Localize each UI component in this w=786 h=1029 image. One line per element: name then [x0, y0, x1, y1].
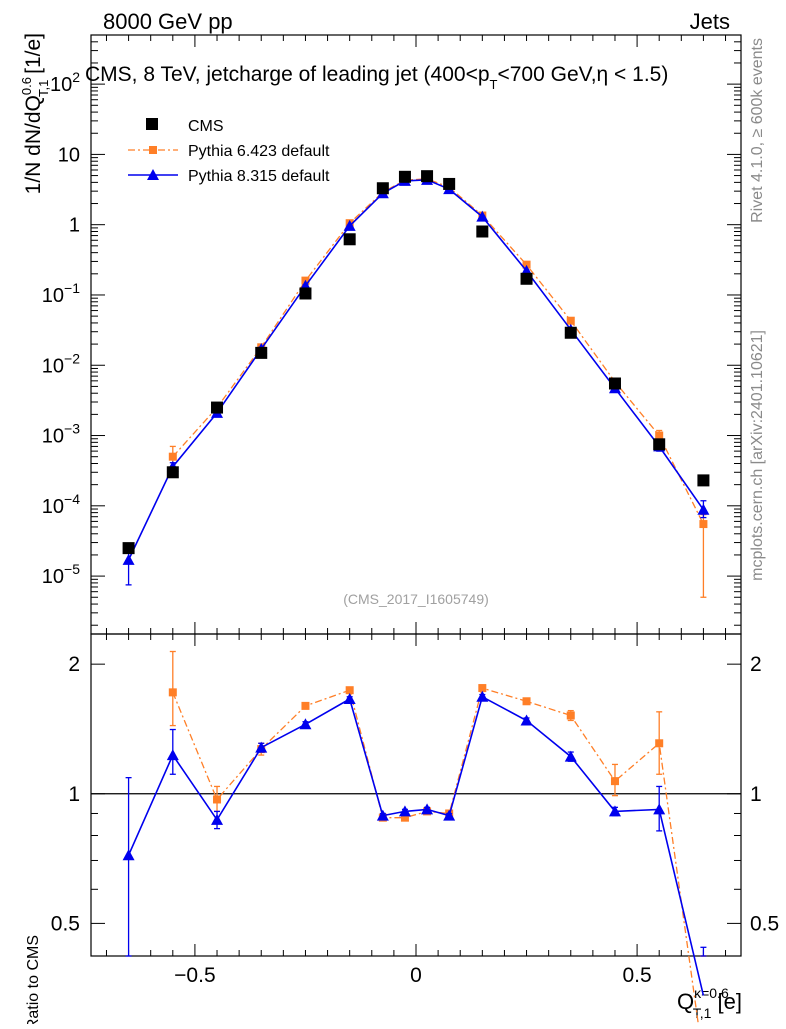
main-point-cms [443, 177, 456, 190]
main-point-pythia-6-423-default [655, 431, 664, 440]
main-point-pythia-8-315-default [697, 503, 710, 515]
main-point-cms [653, 438, 666, 451]
ratio-y-tick-label-left: 1 [68, 783, 80, 806]
main-point-pythia-6-423-default [522, 260, 531, 269]
main-point-cms [343, 233, 356, 246]
ratio-point-pythia-8-315-default [398, 805, 411, 817]
ratio-point-pythia-8-315-default [443, 809, 456, 821]
y-tick-label: 10−4 [42, 491, 80, 518]
ratio-point-pythia-8-315-default [608, 805, 621, 817]
main-line-pythia-8-315-default [127, 178, 705, 561]
y-tick-label: 10 [58, 144, 80, 166]
main-point-cms [697, 474, 710, 487]
ratio-point-pythia-8-315-default [255, 741, 268, 753]
ratio-y-tick-label-left: 2 [68, 653, 80, 676]
legend-label-pythia8: Pythia 8.315 default [188, 168, 330, 185]
ratio-point-pythia-8-315-default [376, 809, 389, 821]
main-point-cms [122, 542, 135, 555]
ratio-y-tick-label-left: 0.5 [51, 912, 80, 935]
ratio-point-pythia-6-423-default [301, 701, 310, 710]
y-tick-label: 10−3 [42, 421, 80, 448]
ratio-line-pythia-8-315-default [127, 695, 705, 996]
mcplots-label: mcplots.cern.ch [arXiv:2401.10621] [749, 330, 766, 581]
main-axis-ticks: 102 10 1 10−1 10−2 10−3 10−4 10−5 [42, 34, 741, 634]
main-point-cms [476, 225, 489, 238]
main-point-cms [608, 377, 621, 390]
ratio-point-pythia-8-315-default [476, 690, 489, 702]
main-data-series [122, 170, 710, 598]
main-point-pythia-8-315-default [476, 210, 489, 222]
y-tick-label: 10−1 [42, 280, 80, 307]
main-point-pythia-6-423-default [566, 316, 575, 325]
main-point-pythia-8-315-default [343, 219, 356, 231]
ratio-point-pythia-6-423-default [478, 684, 487, 693]
ratio-y-axis-label: Ratio to CMS [25, 935, 42, 1024]
header-right: Jets [690, 9, 730, 34]
ratio-point-pythia-8-315-default [564, 750, 577, 762]
x-tick-label: −0.5 [174, 964, 215, 987]
legend-marker-pythia6 [149, 146, 157, 154]
ratio-point-pythia-8-315-default [299, 718, 312, 730]
analysis-watermark: (CMS_2017_I1605749) [343, 591, 489, 607]
ratio-point-pythia-8-315-default [122, 849, 135, 861]
main-point-cms [299, 287, 312, 300]
main-point-cms [421, 170, 434, 183]
main-point-cms [376, 182, 389, 195]
ratio-y-tick-label-right: 1 [750, 783, 762, 806]
y-tick-label: 10−5 [42, 561, 80, 588]
ratio-point-pythia-8-315-default [211, 813, 224, 825]
y-tick-label: 102 [50, 69, 80, 96]
main-point-cms [564, 326, 577, 339]
main-point-pythia-6-423-default [168, 452, 177, 461]
legend-marker-pythia8 [147, 169, 159, 180]
y-tick-label: 10−2 [42, 350, 80, 377]
legend-marker-cms [146, 118, 158, 130]
ratio-point-pythia-6-423-default [610, 777, 619, 786]
ratio-y-tick-label-right: 0.5 [750, 912, 779, 935]
ratio-point-pythia-6-423-default [345, 686, 354, 695]
x-tick-label: 0.5 [622, 964, 651, 987]
x-tick-label: 0 [410, 964, 422, 987]
ratio-point-pythia-8-315-default [520, 714, 533, 726]
legend: CMS Pythia 6.423 default Pythia 8.315 de… [128, 118, 330, 185]
ratio-point-pythia-8-315-default [653, 803, 666, 815]
ratio-point-pythia-6-423-default [400, 813, 409, 822]
ratio-point-pythia-6-423-default [566, 711, 575, 720]
legend-label-cms: CMS [188, 118, 224, 135]
y-tick-label: 1 [69, 215, 80, 237]
ratio-point-pythia-8-315-default [343, 693, 356, 705]
header-left: 8000 GeV pp [103, 9, 233, 34]
main-point-cms [211, 401, 224, 414]
ratio-data-series [122, 650, 707, 1029]
main-point-cms [398, 170, 411, 183]
legend-label-pythia6: Pythia 6.423 default [188, 143, 330, 160]
main-point-cms [520, 272, 533, 285]
ratio-axis-ticks: −0.5 0 0.5 0.5 0.5 1 1 2 2 [51, 634, 779, 987]
ratio-y-tick-label-right: 2 [750, 653, 762, 676]
ratio-point-pythia-8-315-default [166, 749, 179, 761]
main-point-pythia-8-315-default [122, 553, 135, 565]
ratio-point-pythia-6-423-default [168, 688, 177, 697]
main-point-cms [255, 346, 268, 359]
ratio-point-pythia-6-423-default [213, 795, 222, 804]
main-point-cms [166, 466, 179, 479]
rivet-version-label: Rivet 4.1.0, ≥ 600k events [749, 38, 766, 223]
main-point-pythia-6-423-default [699, 520, 708, 529]
ratio-point-pythia-6-423-default [655, 739, 664, 748]
ratio-point-pythia-8-315-default [421, 803, 434, 815]
ratio-point-pythia-6-423-default [522, 697, 531, 706]
